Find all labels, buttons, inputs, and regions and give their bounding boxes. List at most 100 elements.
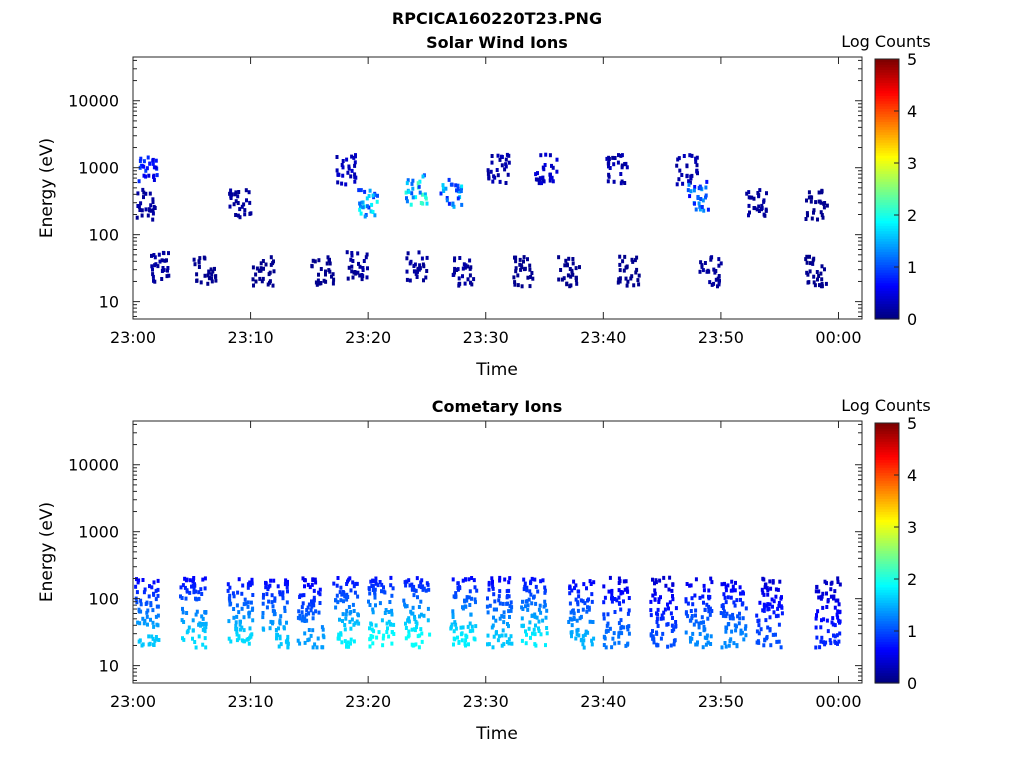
heatmap-cell xyxy=(708,595,712,599)
heatmap-cell xyxy=(451,273,455,277)
heatmap-cell xyxy=(626,589,629,594)
heatmap-cell xyxy=(341,173,345,178)
colorbar-segment xyxy=(875,300,899,304)
heatmap-cell xyxy=(304,612,308,617)
heatmap-cell xyxy=(270,600,274,605)
heatmap-cell xyxy=(404,190,408,195)
heatmap-cell xyxy=(733,588,737,593)
heatmap-cell xyxy=(239,627,242,632)
heatmap-cell xyxy=(766,592,770,597)
heatmap-cell xyxy=(649,599,653,604)
heatmap-cell xyxy=(312,595,316,600)
heatmap-cell xyxy=(544,643,547,648)
heatmap-cell xyxy=(414,195,418,200)
heatmap-cell xyxy=(156,604,160,609)
heatmap-cell xyxy=(656,607,660,612)
heatmap-cell xyxy=(301,614,305,619)
heatmap-cell xyxy=(700,264,704,269)
heatmap-cell xyxy=(194,645,198,650)
heatmap-cell xyxy=(209,267,213,272)
heatmap-cell xyxy=(613,156,617,160)
heatmap-cell xyxy=(157,252,161,257)
heatmap-cell xyxy=(425,255,429,260)
heatmap-cell xyxy=(829,594,833,599)
heatmap-cell xyxy=(452,629,456,634)
heatmap-cell xyxy=(522,255,526,260)
heatmap-cell xyxy=(283,605,287,610)
heatmap-cell xyxy=(686,601,690,606)
heatmap-cell xyxy=(420,256,424,261)
heatmap-cell xyxy=(460,202,464,207)
heatmap-cell xyxy=(147,173,151,178)
heatmap-cell xyxy=(376,193,379,198)
colorbar-segment xyxy=(875,636,899,640)
heatmap-cell xyxy=(509,600,513,605)
heatmap-cell xyxy=(705,179,709,184)
heatmap-cell xyxy=(425,269,429,273)
heatmap-cell xyxy=(757,623,761,628)
heatmap-cell xyxy=(371,607,375,612)
heatmap-cell xyxy=(183,585,187,590)
heatmap-cell xyxy=(570,623,574,628)
heatmap-cell xyxy=(508,576,512,581)
heatmap-cell xyxy=(152,178,156,182)
heatmap-cell xyxy=(837,602,841,607)
heatmap-cell xyxy=(343,639,347,644)
heatmap-cell xyxy=(442,189,446,193)
heatmap-cell xyxy=(338,617,341,622)
heatmap-cell xyxy=(456,183,460,188)
colorbar-segment xyxy=(875,165,899,169)
colorbar-segment xyxy=(875,610,899,614)
colorbar-segment xyxy=(875,550,899,554)
heatmap-cell xyxy=(533,614,537,619)
heatmap-cell xyxy=(250,581,254,586)
heatmap-cell xyxy=(674,624,678,629)
heatmap-cell xyxy=(349,174,353,179)
heatmap-cell xyxy=(194,589,198,594)
heatmap-cell xyxy=(694,619,698,624)
heatmap-cell xyxy=(368,626,371,631)
heatmap-cell xyxy=(710,255,714,260)
colorbar-segment xyxy=(875,113,899,117)
heatmap-cell xyxy=(240,204,244,209)
colorbar-segment xyxy=(875,641,899,645)
heatmap-cell xyxy=(544,615,548,620)
heatmap-cell xyxy=(353,179,357,184)
colorbar-segment xyxy=(875,277,899,281)
heatmap-cell xyxy=(470,624,474,629)
heatmap-cell xyxy=(771,604,774,609)
heatmap-cell xyxy=(806,280,810,285)
heatmap-cell xyxy=(312,598,316,603)
x-tick-label: 23:20 xyxy=(345,328,391,347)
heatmap-cell xyxy=(413,262,417,267)
heatmap-cell xyxy=(506,172,510,177)
heatmap-cell xyxy=(286,579,289,584)
heatmap-cell xyxy=(537,619,541,624)
heatmap-cell xyxy=(651,577,654,582)
heatmap-cell xyxy=(419,612,423,617)
heatmap-cell xyxy=(488,603,492,608)
heatmap-cell xyxy=(817,589,821,594)
heatmap-cell xyxy=(578,616,582,621)
heatmap-cell xyxy=(335,593,339,598)
y-axis-label: Energy (eV) xyxy=(37,138,57,238)
heatmap-cell xyxy=(570,588,574,593)
heatmap-cell xyxy=(286,644,290,649)
heatmap-cell xyxy=(574,266,578,271)
heatmap-cell xyxy=(407,189,411,194)
heatmap-cell xyxy=(699,620,703,625)
heatmap-cell xyxy=(838,609,842,614)
heatmap-cell xyxy=(700,615,704,620)
heatmap-cell xyxy=(575,618,579,623)
colorbar-segment xyxy=(875,592,899,596)
heatmap-cell xyxy=(301,601,305,606)
heatmap-cell xyxy=(817,190,821,195)
heatmap-cell xyxy=(473,597,477,602)
heatmap-cell xyxy=(506,622,509,626)
heatmap-cell xyxy=(135,590,139,595)
heatmap-cell xyxy=(191,628,195,633)
heatmap-cell xyxy=(649,633,653,638)
colorbar-segment xyxy=(875,157,899,161)
heatmap-cell xyxy=(548,175,552,180)
heatmap-cell xyxy=(234,624,238,628)
